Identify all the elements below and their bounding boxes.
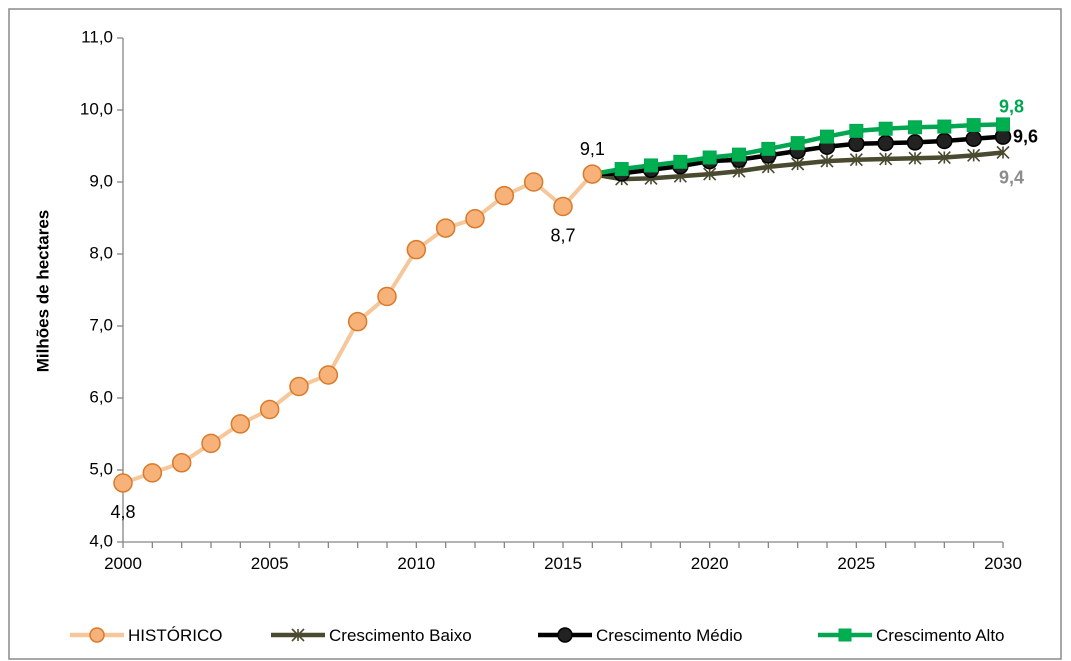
data-point	[936, 132, 953, 150]
x-tick-label: 2015	[544, 554, 582, 573]
data-point	[703, 167, 717, 181]
x-tick-label: 2020	[691, 554, 729, 573]
y-tick-label: 9,0	[89, 171, 113, 190]
legend-label: HISTÓRICO	[128, 626, 222, 645]
data-point	[965, 130, 982, 148]
legend-item-historico: HISTÓRICO	[70, 626, 222, 645]
x-tick-label: 2025	[837, 554, 875, 573]
data-point	[878, 121, 893, 136]
data-point	[937, 119, 952, 134]
series-historico	[113, 164, 603, 493]
data-point	[702, 150, 717, 165]
data-point	[849, 123, 864, 138]
y-tick-label: 5,0	[89, 459, 113, 478]
data-label: 9,8	[999, 96, 1024, 116]
data-point	[966, 118, 981, 133]
data-label: 9,1	[580, 139, 605, 159]
data-point	[967, 148, 981, 162]
series-layer	[113, 117, 1012, 493]
data-point	[790, 136, 805, 151]
data-point	[553, 196, 573, 217]
chart-border	[8, 8, 1062, 660]
data-point	[791, 157, 805, 171]
data-point	[494, 185, 515, 206]
y-tick-label: 7,0	[89, 315, 113, 334]
y-tick-label: 10,0	[80, 99, 113, 118]
legend-marker	[291, 628, 305, 642]
data-point	[171, 453, 192, 473]
data-point	[289, 376, 309, 397]
legend-marker	[89, 627, 105, 643]
data-point	[406, 239, 427, 260]
y-tick-label: 4,0	[89, 531, 113, 550]
x-tick-label: 2010	[397, 554, 435, 573]
data-point	[877, 134, 894, 152]
data-point	[906, 134, 924, 151]
data-point	[908, 120, 922, 135]
data-point	[201, 433, 221, 454]
data-point	[259, 399, 280, 420]
data-point	[347, 311, 368, 332]
data-point	[849, 153, 863, 167]
data-point	[435, 218, 456, 238]
data-label: 9,6	[1013, 127, 1038, 147]
data-point	[673, 154, 688, 169]
data-point	[582, 164, 603, 184]
data-point	[820, 129, 834, 144]
series-crescimento-alto	[591, 117, 1010, 177]
legend-item-crescimento-baixo: Crescimento Baixo	[271, 626, 472, 645]
data-point	[996, 117, 1010, 132]
y-tick-label: 11,0	[81, 27, 113, 46]
legend-marker	[557, 627, 573, 643]
data-point	[644, 158, 658, 173]
data-point	[732, 147, 746, 162]
data-point	[523, 172, 544, 192]
data-point	[113, 473, 133, 493]
data-point	[937, 150, 951, 165]
data-point	[908, 151, 922, 165]
legend-label: Crescimento Médio	[596, 626, 742, 645]
y-tick-label: 6,0	[89, 387, 113, 406]
data-point	[465, 208, 485, 229]
x-tick-label: 2005	[251, 554, 289, 573]
data-point	[614, 162, 629, 177]
data-point	[879, 152, 893, 166]
y-axis-title: Milhões de hectares	[33, 210, 52, 373]
data-label: 8,7	[550, 225, 575, 245]
legend-label: Crescimento Alto	[876, 626, 1005, 645]
axes: 4,0 5,0 6,0 7,0 8,0 9,0 10,0 11,0 2000 2005 2010 20…	[80, 27, 1022, 573]
legend: HISTÓRICO Crescimento Baixo Crescimento Mé…	[70, 626, 1005, 645]
data-point	[230, 414, 251, 434]
legend-marker	[838, 628, 852, 642]
data-label: 4,8	[110, 502, 135, 522]
data-point	[820, 154, 834, 168]
x-tick-label: 2030	[984, 554, 1022, 573]
legend-item-crescimento-alto: Crescimento Alto	[818, 626, 1005, 645]
legend-item-crescimento-medio: Crescimento Médio	[538, 626, 742, 645]
data-point	[318, 365, 339, 385]
data-label: 9,4	[999, 167, 1024, 187]
data-point	[377, 286, 397, 307]
data-labels: 4,8 9,1 8,7 9,8 9,6 9,4	[110, 96, 1038, 522]
legend-label: Crescimento Baixo	[329, 626, 472, 645]
data-point	[848, 135, 865, 153]
data-point	[996, 145, 1010, 160]
x-tick-label: 2000	[104, 554, 142, 573]
data-point	[142, 463, 163, 483]
data-point	[761, 141, 776, 156]
y-tick-label: 8,0	[89, 243, 113, 262]
